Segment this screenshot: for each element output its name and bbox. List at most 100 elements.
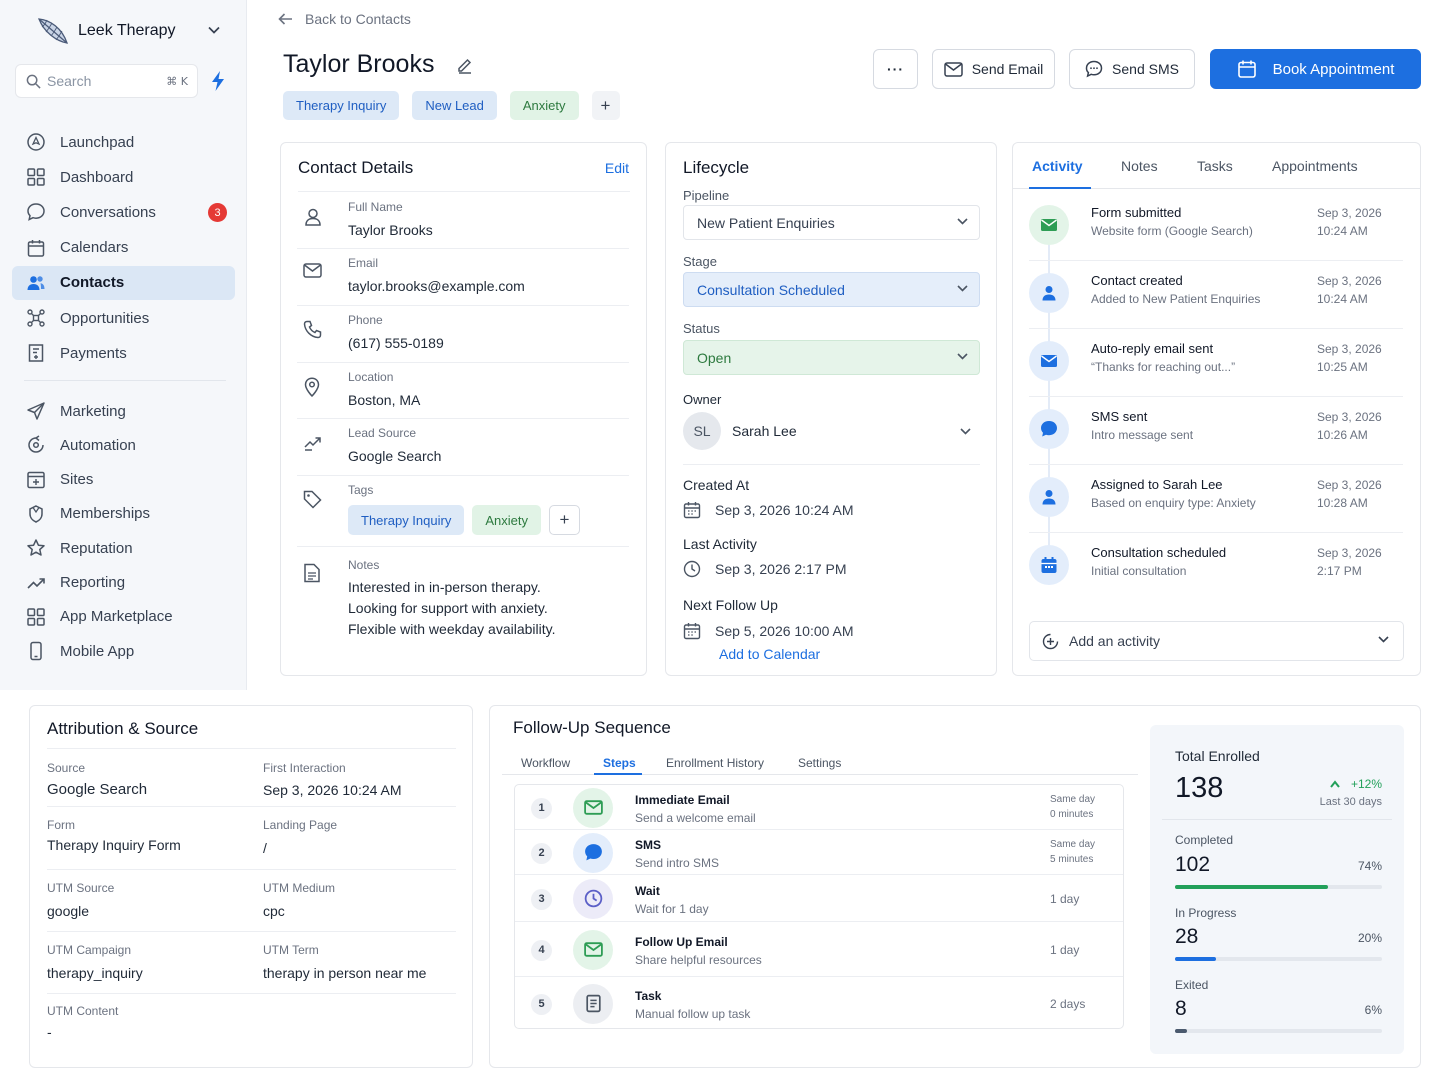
stage-select[interactable]: Consultation Scheduled (683, 272, 980, 307)
divider (47, 748, 456, 749)
sequence-step[interactable]: 5 Task Manual follow up task 2 days (515, 977, 1123, 1030)
sidebar-item-contacts[interactable]: Contacts (12, 265, 235, 300)
sidebar-item-label: Mobile App (60, 642, 135, 660)
activity-item[interactable]: Auto-reply email sent “Thanks for reachin… (1029, 329, 1403, 397)
step-number: 2 (531, 842, 552, 864)
automation-icon (26, 435, 46, 455)
contact-details-title: Contact Details (298, 158, 414, 177)
sidebar-item-launchpad[interactable]: Launchpad (12, 125, 235, 159)
lightning-icon[interactable] (210, 70, 226, 92)
exited-label: Exited (1175, 978, 1209, 992)
utm-source-value: google (47, 903, 90, 919)
tab-notes[interactable]: Notes (1121, 158, 1158, 174)
sidebar-item-mobile-app[interactable]: Mobile App (12, 634, 235, 668)
add-activity-select[interactable]: Add an activity (1029, 621, 1404, 661)
activity-item[interactable]: Consultation scheduled Initial consultati… (1029, 533, 1403, 601)
tag-therapy-inquiry[interactable]: Therapy Inquiry (283, 91, 400, 120)
step-delay-detail: 0 minutes (1050, 808, 1094, 820)
activity-title: Consultation scheduled (1091, 545, 1227, 560)
send-email-button[interactable]: Send Email (932, 49, 1055, 89)
divider (47, 869, 456, 870)
mail-fill-icon (1041, 355, 1057, 367)
location-value: Boston, MA (348, 392, 421, 408)
add-to-calendar-link[interactable]: Add to Calendar (719, 646, 821, 662)
opportunities-icon (27, 309, 45, 327)
send-icon (26, 401, 46, 421)
sidebar-item-opportunities[interactable]: Opportunities (12, 301, 235, 335)
change-badge: +12% (1330, 777, 1382, 791)
pipeline-label: Pipeline (683, 188, 730, 203)
search-input[interactable]: Search ⌘ K (15, 64, 198, 98)
activity-item[interactable]: Assigned to Sarah Lee Based on enquiry ty… (1029, 465, 1403, 533)
activity-date: Sep 3, 2026 (1317, 342, 1382, 356)
sequence-step[interactable]: 3 Wait Wait for 1 day 1 day (515, 875, 1123, 922)
tag-anxiety[interactable]: Anxiety (472, 505, 541, 535)
period-label: Last 30 days (1319, 796, 1382, 808)
sequence-step[interactable]: 1 Immediate Email Send a welcome email Same… (515, 785, 1123, 830)
sidebar-item-label: Launchpad (60, 133, 135, 151)
sidebar-item-marketing[interactable]: Marketing (12, 394, 235, 428)
add-tag-button[interactable]: + (548, 505, 580, 535)
attribution-title: Attribution & Source (47, 719, 199, 738)
sidebar-item-calendars[interactable]: Calendars (12, 231, 235, 265)
step-description: Send a welcome email (635, 810, 756, 825)
sidebar-item-conversations[interactable]: Conversations 3 (12, 195, 235, 229)
more-options-button[interactable]: ··· (873, 49, 918, 89)
user-icon (1042, 490, 1056, 505)
activity-card: Activity Notes Tasks Appointments Form s… (1012, 142, 1421, 676)
change-value: +12% (1350, 777, 1382, 791)
send-sms-label: Send SMS (1112, 61, 1179, 77)
tag-new-lead[interactable]: New Lead (412, 91, 497, 120)
chevron-down-icon[interactable] (208, 26, 220, 34)
sidebar-item-automation[interactable]: Automation (12, 428, 235, 462)
sequence-step[interactable]: 4 Follow Up Email Share helpful resources 1… (515, 922, 1123, 977)
sidebar-item-label: Automation (60, 436, 136, 454)
sequence-step[interactable]: 2 SMS Send intro SMS Same day 5 minutes (515, 830, 1123, 875)
tab-enrollment-history[interactable]: Enrollment History (666, 756, 765, 770)
sidebar-item-sites[interactable]: Sites (12, 463, 235, 497)
tab-settings[interactable]: Settings (798, 756, 842, 770)
sidebar-item-dashboard[interactable]: Dashboard (12, 160, 235, 194)
tab-appointments[interactable]: Appointments (1272, 158, 1358, 174)
sidebar-item-reporting[interactable]: Reporting (12, 566, 235, 600)
completed-bar (1175, 885, 1382, 889)
memberships-icon (29, 505, 43, 523)
send-sms-button[interactable]: Send SMS (1069, 49, 1195, 89)
activity-date: Sep 3, 2026 (1317, 206, 1382, 220)
landing-page-value: / (263, 840, 267, 856)
email-value[interactable]: taylor.brooks@example.com (348, 278, 525, 294)
back-to-contacts-link[interactable]: Back to Contacts (278, 11, 411, 27)
sidebar-item-memberships[interactable]: Memberships (12, 497, 235, 531)
sidebar-item-label: Reputation (60, 539, 133, 557)
add-tag-button[interactable]: + (591, 91, 620, 120)
activity-item[interactable]: SMS sent Intro message sent Sep 3, 2026 10:… (1029, 397, 1403, 465)
tag-therapy-inquiry[interactable]: Therapy Inquiry (348, 505, 465, 535)
sidebar-item-payments[interactable]: Payments (12, 336, 235, 370)
activity-item[interactable]: Form submitted Website form (Google Searc… (1029, 193, 1403, 261)
tag-anxiety[interactable]: Anxiety (509, 91, 579, 120)
book-appointment-button[interactable]: Book Appointment (1210, 49, 1421, 89)
owner-select[interactable]: SL Sarah Lee (683, 411, 980, 451)
sidebar: Leek Therapy Search ⌘ K Launchpad Dashboa… (0, 0, 247, 690)
tab-activity[interactable]: Activity (1032, 158, 1083, 174)
more-icon: ··· (887, 61, 904, 77)
tab-tasks[interactable]: Tasks (1197, 158, 1233, 174)
edit-contact-link[interactable]: Edit (604, 160, 629, 176)
memberships-icon (26, 504, 46, 524)
tab-workflow[interactable]: Workflow (521, 756, 571, 770)
brand[interactable]: Leek Therapy (36, 14, 176, 48)
activity-icon-badge (1029, 205, 1069, 245)
status-select[interactable]: Open (683, 340, 980, 375)
tab-steps[interactable]: Steps (603, 756, 636, 770)
pencil-icon[interactable] (456, 56, 474, 74)
utm-source-label: UTM Source (47, 881, 115, 895)
pipeline-select[interactable]: New Patient Enquiries (683, 205, 980, 240)
phone-value[interactable]: (617) 555-0189 (348, 335, 444, 351)
sidebar-item-app-marketplace[interactable]: App Marketplace (12, 600, 235, 634)
book-appointment-label: Book Appointment (1272, 60, 1395, 78)
utm-medium-value: cpc (263, 903, 285, 919)
activity-item[interactable]: Contact created Added to New Patient Enqu… (1029, 261, 1403, 329)
phone-row: Phone (617) 555-0189 (297, 306, 629, 363)
sidebar-item-reputation[interactable]: Reputation (12, 531, 235, 565)
phone-label: Phone (348, 313, 383, 327)
